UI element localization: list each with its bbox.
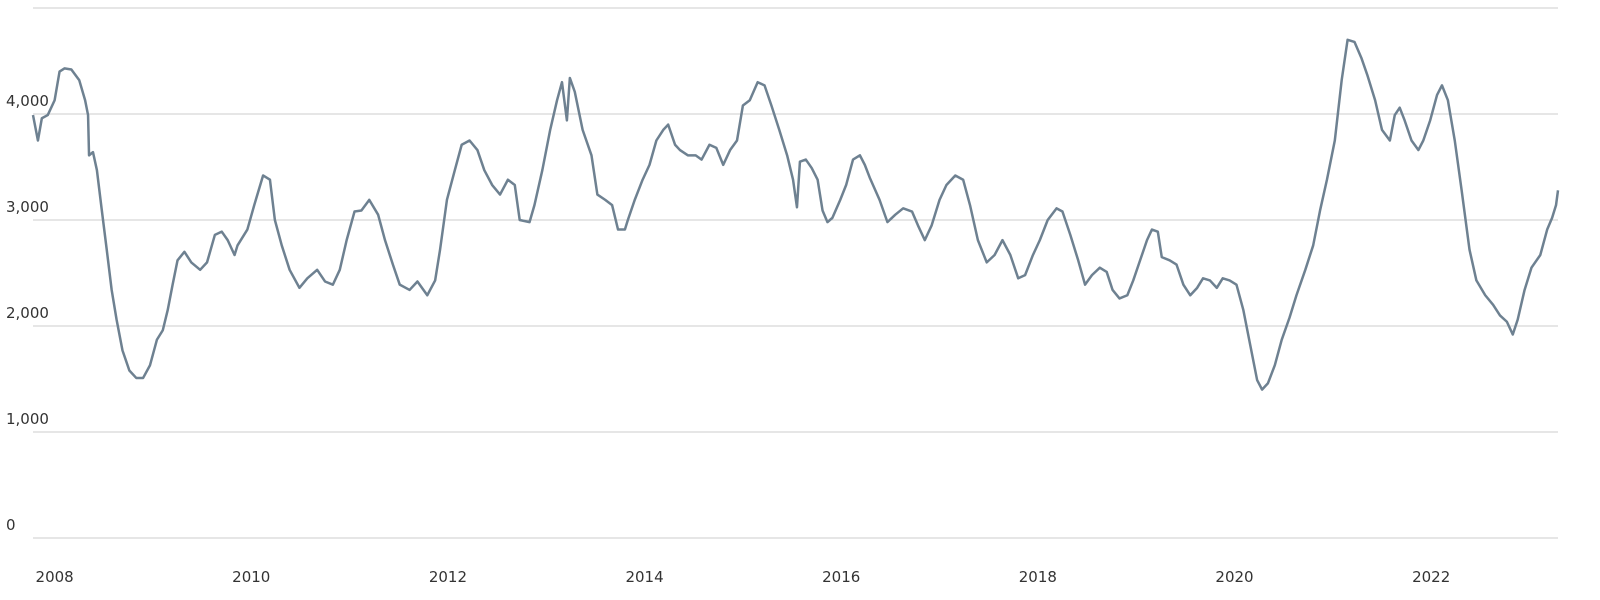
y-tick-label: 2,000 (6, 304, 49, 322)
x-tick-label: 2008 (36, 568, 74, 586)
y-tick-label: 0 (6, 516, 16, 534)
data-line (31, 38, 1560, 391)
x-tick-label: 2014 (625, 568, 663, 586)
y-tick-label: 4,000 (6, 92, 49, 110)
x-tick-label: 2020 (1215, 568, 1253, 586)
y-tick-label: 3,000 (6, 198, 49, 216)
x-tick-label: 2016 (822, 568, 860, 586)
x-tick-label: 2018 (1019, 568, 1057, 586)
x-tick-label: 2012 (429, 568, 467, 586)
x-tick-label: 2022 (1412, 568, 1450, 586)
y-tick-label: 1,000 (6, 410, 49, 428)
x-tick-label: 2010 (232, 568, 270, 586)
